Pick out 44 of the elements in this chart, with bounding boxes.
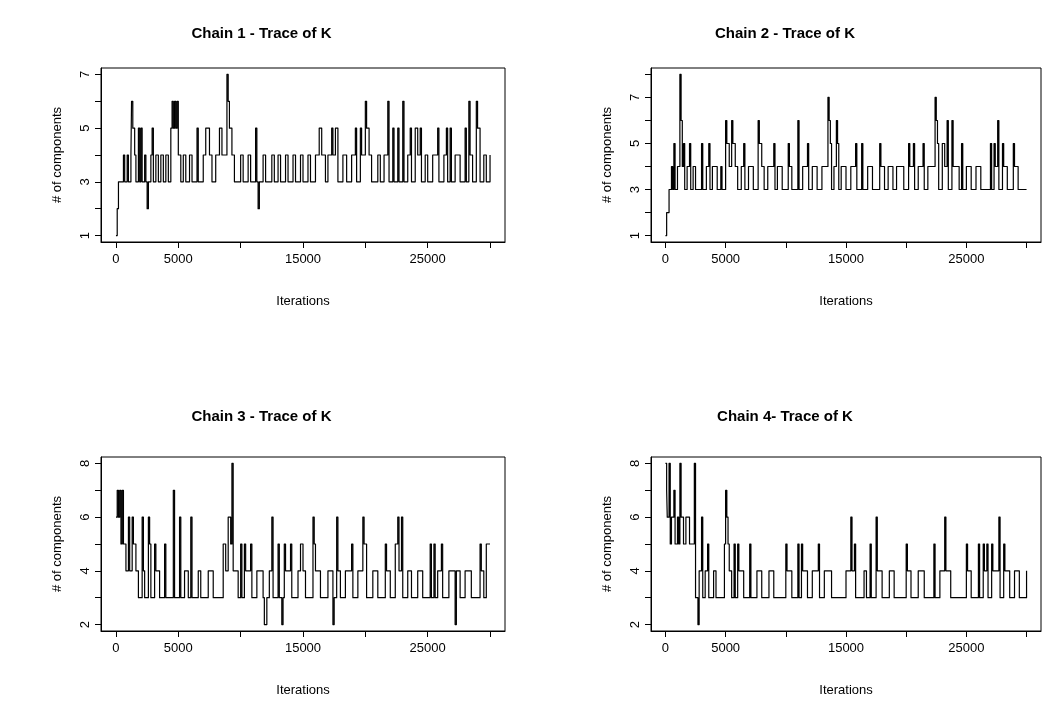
y-axis-title: # of components xyxy=(49,495,64,593)
y-tick-label: 2 xyxy=(77,620,92,629)
y-tick-label: 6 xyxy=(77,513,92,521)
x-tick-label: 25000 xyxy=(409,640,446,655)
y-tick-label: 5 xyxy=(77,124,92,132)
x-tick-label: 5000 xyxy=(711,640,741,655)
y-tick-label: 3 xyxy=(77,178,92,186)
chart-title: Chain 2 - Trace of K xyxy=(714,24,856,41)
x-tick-label: 15000 xyxy=(827,640,865,655)
chart-title: Chain 4- Trace of K xyxy=(717,407,854,424)
y-tick-label: 1 xyxy=(627,231,642,240)
x-tick-label: 15000 xyxy=(284,640,322,655)
x-axis-title: Iterations xyxy=(276,293,331,308)
x-tick-label: 25000 xyxy=(948,251,985,266)
x-tick-label: 0 xyxy=(112,640,120,655)
y-tick-label: 3 xyxy=(627,185,642,194)
x-tick-label: 25000 xyxy=(948,640,985,655)
y-axis-title: # of components xyxy=(599,106,614,204)
y-axis-title: # of components xyxy=(49,106,64,204)
x-tick-label: 5000 xyxy=(163,640,193,655)
y-tick-label: 5 xyxy=(627,139,642,148)
x-tick-label: 0 xyxy=(661,251,670,266)
chart-title: Chain 3 - Trace of K xyxy=(191,407,332,424)
x-tick-label: 5000 xyxy=(163,251,193,266)
x-tick-label: 5000 xyxy=(711,251,741,266)
x-tick-label: 15000 xyxy=(284,251,322,266)
y-axis-title: # of components xyxy=(599,495,614,593)
chart-title: Chain 1 - Trace of K xyxy=(191,24,332,41)
y-tick-label: 2 xyxy=(627,620,642,629)
y-tick-label: 1 xyxy=(77,231,92,240)
x-axis-title: Iterations xyxy=(276,682,331,697)
y-tick-label: 7 xyxy=(77,70,92,79)
x-tick-label: 15000 xyxy=(827,251,865,266)
x-axis-title: Iterations xyxy=(819,682,874,697)
y-tick-label: 8 xyxy=(627,459,642,468)
x-tick-label: 0 xyxy=(112,251,120,266)
y-tick-label: 7 xyxy=(627,93,642,102)
x-tick-label: 0 xyxy=(661,640,670,655)
y-tick-label: 6 xyxy=(627,513,642,521)
x-axis-title: Iterations xyxy=(819,293,874,308)
x-tick-label: 25000 xyxy=(409,251,446,266)
y-tick-label: 4 xyxy=(77,567,92,575)
y-tick-label: 8 xyxy=(77,459,92,468)
y-tick-label: 4 xyxy=(627,567,642,575)
